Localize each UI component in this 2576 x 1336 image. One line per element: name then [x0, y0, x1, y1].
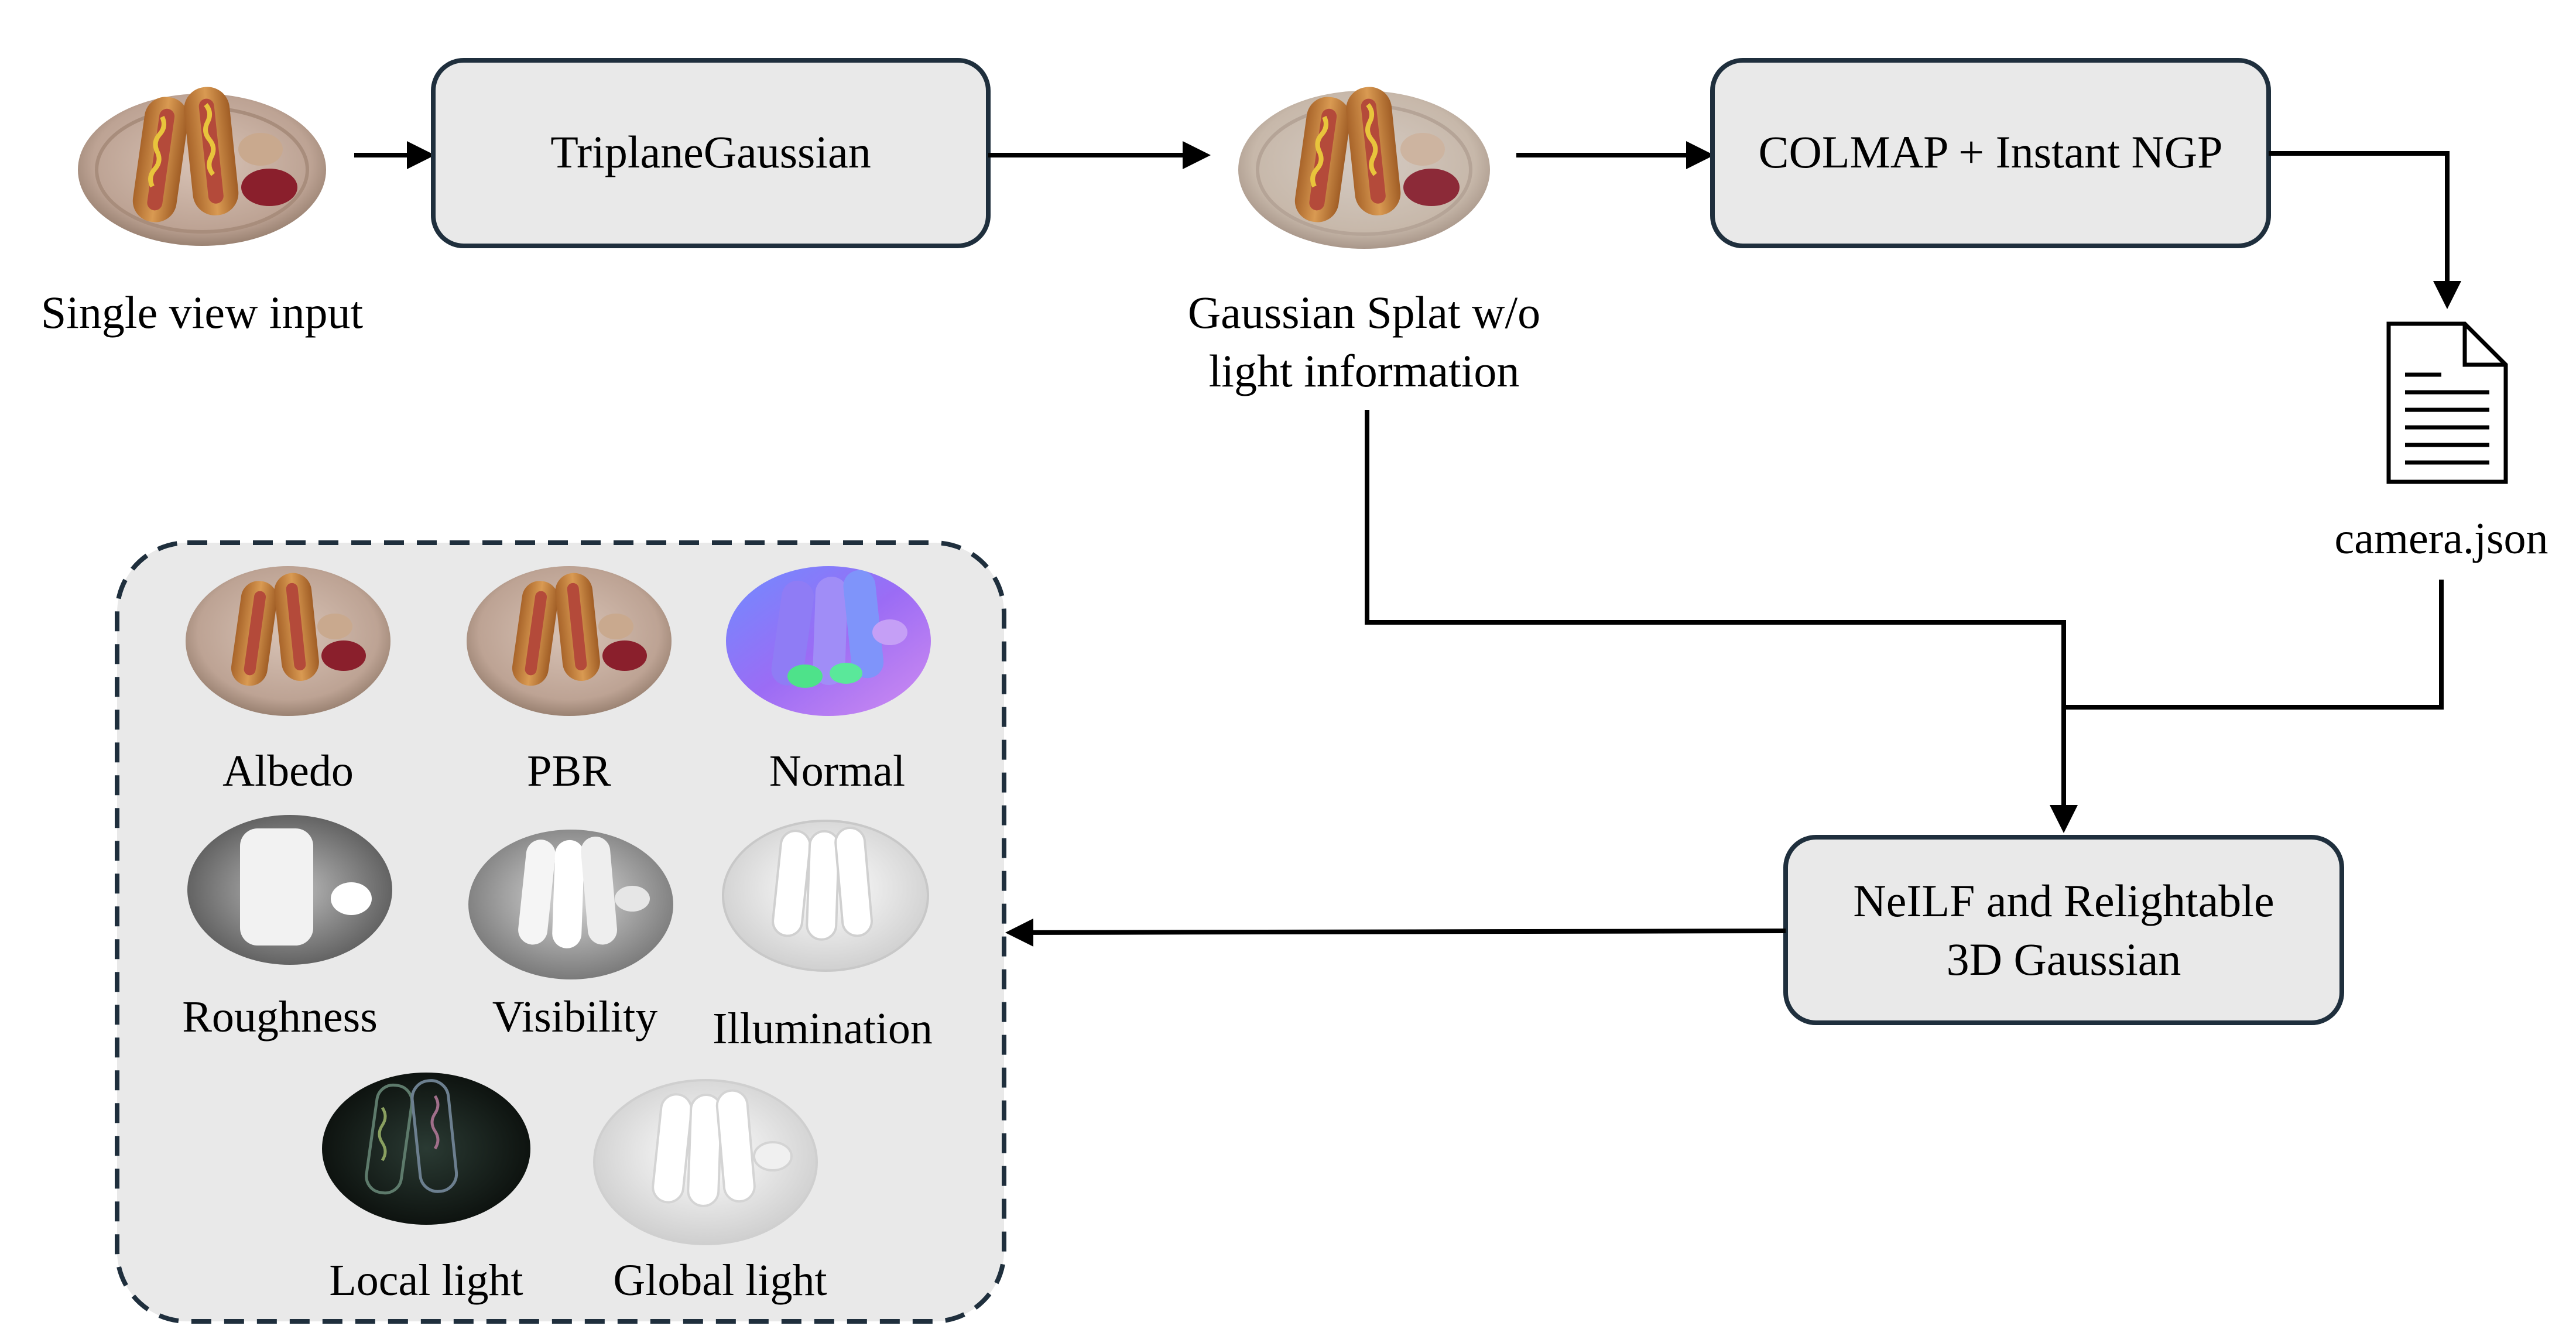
arrow-neilf-to-outputs	[1005, 918, 1786, 947]
colmap-instant-ngp-label: COLMAP + Instant NGP	[1759, 126, 2223, 177]
single-view-input-label: Single view input	[41, 287, 364, 338]
visibility-image	[468, 830, 673, 979]
normal-label: Normal	[769, 746, 905, 796]
gaussian-splat-label-line1: Gaussian Splat w/o	[1188, 287, 1540, 338]
global-light-image	[593, 1079, 818, 1245]
local-light-label: Local light	[329, 1256, 523, 1305]
triplane-gaussian-box: TriplaneGaussian	[431, 58, 991, 248]
pbr-image	[467, 566, 672, 716]
single-view-input-image	[78, 87, 326, 246]
camera-json-label: camera.json	[2334, 514, 2548, 563]
arrow-colmap-to-camera	[2269, 151, 2461, 309]
triplane-gaussian-label: TriplaneGaussian	[550, 126, 871, 177]
pbr-label: PBR	[527, 746, 611, 796]
illumination-image	[722, 820, 929, 972]
visibility-label: Visibility	[492, 992, 658, 1042]
neilf-label-line2: 3D Gaussian	[1947, 934, 2181, 985]
albedo-label: Albedo	[222, 746, 354, 796]
roughness-image	[187, 815, 392, 965]
document-icon	[2386, 321, 2508, 484]
gaussian-splat-label-line2: light information	[1209, 345, 1520, 396]
albedo-image	[186, 566, 390, 716]
line-camera-to-neilf	[2064, 580, 2444, 710]
local-light-image	[322, 1073, 530, 1225]
neilf-relightable-box: NeILF and Relightable 3D Gaussian	[1783, 835, 2344, 1025]
neilf-label-line1: NeILF and Relightable	[1853, 875, 2274, 926]
colmap-instant-ngp-box: COLMAP + Instant NGP	[1710, 58, 2271, 248]
normal-map-image	[726, 566, 931, 716]
roughness-label: Roughness	[182, 992, 378, 1042]
global-light-label: Global light	[613, 1256, 827, 1305]
arrow-splat-to-neilf	[1365, 410, 2078, 833]
gaussian-splat-image	[1238, 87, 1490, 249]
illumination-label: Illumination	[712, 1004, 933, 1053]
